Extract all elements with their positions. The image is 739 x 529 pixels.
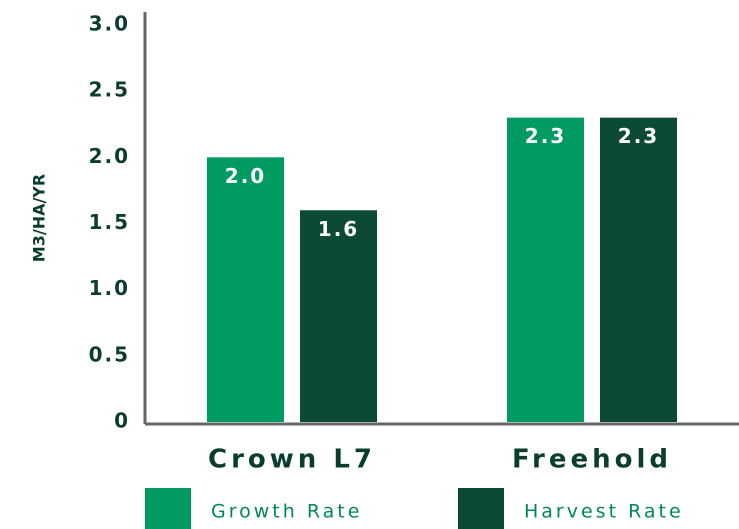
value-label: 1.6	[318, 217, 359, 241]
bar	[600, 117, 677, 422]
x-tick-label: Freehold	[512, 445, 672, 475]
y-tick-label: 2.5	[89, 78, 130, 102]
value-label: 2.3	[618, 124, 659, 148]
bar	[300, 210, 377, 422]
value-label: 2.3	[525, 124, 566, 148]
legend-swatch	[145, 488, 191, 529]
legend-label: Growth Rate	[211, 501, 362, 523]
y-tick-label: 3.0	[89, 12, 130, 36]
bar	[207, 157, 284, 423]
x-tick-label: Crown L7	[208, 445, 376, 475]
value-label: 2.0	[225, 164, 266, 188]
y-tick-label: 1.5	[89, 210, 130, 234]
y-tick-label: 0	[114, 409, 130, 433]
legend-label: Harvest Rate	[524, 501, 684, 523]
y-tick-label: 2.0	[89, 144, 130, 168]
y-tick-label: 1.0	[89, 276, 130, 300]
bar	[507, 117, 584, 422]
legend-swatch	[458, 488, 504, 529]
y-axis-label: M3/HA/YR	[30, 174, 49, 262]
y-tick-label: 0.5	[89, 342, 130, 366]
